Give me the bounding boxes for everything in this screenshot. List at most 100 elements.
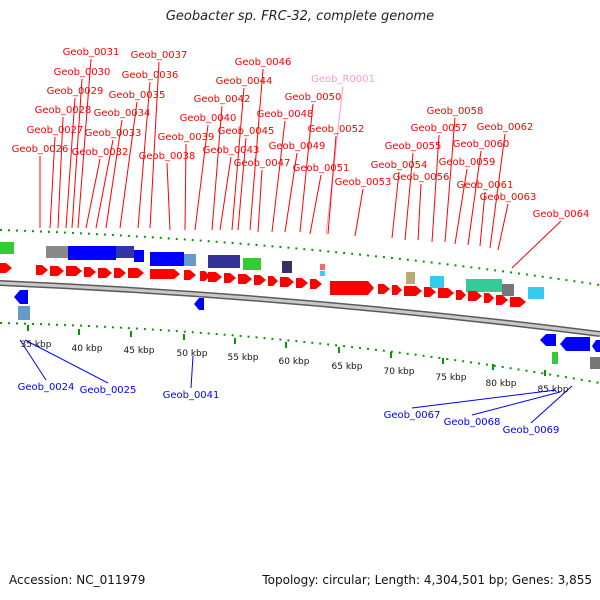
gene-label-Geob_0026[interactable]: Geob_0026 bbox=[12, 144, 69, 155]
reverse-gene-arrow[interactable] bbox=[194, 298, 204, 310]
gene-label-Geob_0036[interactable]: Geob_0036 bbox=[122, 70, 179, 81]
forward-gene-arrow[interactable] bbox=[66, 266, 82, 276]
gene-feature-block[interactable] bbox=[18, 306, 30, 320]
forward-gene-arrow[interactable] bbox=[36, 265, 48, 275]
forward-gene-arrow[interactable] bbox=[310, 279, 322, 289]
forward-gene-arrow[interactable] bbox=[496, 295, 508, 305]
gene-label-Geob_0052[interactable]: Geob_0052 bbox=[308, 124, 365, 135]
gene-label-Geob_0054[interactable]: Geob_0054 bbox=[371, 160, 428, 171]
gene-label-Geob_0040[interactable]: Geob_0040 bbox=[180, 113, 237, 124]
gene-label-Geob_0064[interactable]: Geob_0064 bbox=[533, 209, 590, 220]
gene-feature-block[interactable] bbox=[466, 279, 502, 292]
gene-label-Geob_0043[interactable]: Geob_0043 bbox=[203, 145, 260, 156]
forward-gene-arrow[interactable] bbox=[296, 278, 308, 288]
gene-label-Geob_0060[interactable]: Geob_0060 bbox=[453, 139, 510, 150]
gene-label-Geob_0038[interactable]: Geob_0038 bbox=[139, 151, 196, 162]
gene-feature-block[interactable] bbox=[320, 271, 325, 276]
gene-label-Geob_0031[interactable]: Geob_0031 bbox=[63, 47, 120, 58]
gene-label-Geob_0062[interactable]: Geob_0062 bbox=[477, 122, 534, 133]
forward-gene-arrow[interactable] bbox=[268, 276, 278, 286]
gene-label-Geob_0057[interactable]: Geob_0057 bbox=[411, 123, 468, 134]
gene-label-Geob_0033[interactable]: Geob_0033 bbox=[85, 128, 142, 139]
gene-label-Geob_0045[interactable]: Geob_0045 bbox=[218, 126, 275, 137]
forward-gene-arrow[interactable] bbox=[404, 286, 422, 296]
reverse-gene-arrow[interactable] bbox=[14, 290, 28, 304]
gene-label-Geob_0053[interactable]: Geob_0053 bbox=[335, 177, 392, 188]
gene-label-Geob_0025[interactable]: Geob_0025 bbox=[80, 385, 137, 396]
gene-feature-block[interactable] bbox=[406, 272, 415, 284]
reverse-gene-arrow[interactable] bbox=[592, 340, 600, 352]
gene-label-Geob_0030[interactable]: Geob_0030 bbox=[54, 67, 111, 78]
gene-feature-block[interactable] bbox=[116, 246, 134, 258]
forward-gene-arrow[interactable] bbox=[184, 270, 196, 280]
gene-label-Geob_R0001[interactable]: Geob_R0001 bbox=[311, 74, 375, 85]
gene-label-Geob_0049[interactable]: Geob_0049 bbox=[269, 141, 326, 152]
gene-label-Geob_0050[interactable]: Geob_0050 bbox=[285, 92, 342, 103]
gene-feature-block[interactable] bbox=[243, 258, 261, 270]
gene-label-Geob_0044[interactable]: Geob_0044 bbox=[216, 76, 273, 87]
gene-label-Geob_0063[interactable]: Geob_0063 bbox=[480, 192, 537, 203]
forward-gene-arrow[interactable] bbox=[456, 290, 466, 300]
forward-gene-arrow[interactable] bbox=[0, 263, 12, 273]
gene-label-Geob_0037[interactable]: Geob_0037 bbox=[131, 50, 188, 61]
forward-gene-arrow[interactable] bbox=[98, 268, 112, 278]
forward-gene-arrow[interactable] bbox=[438, 288, 454, 298]
forward-gene-arrow[interactable] bbox=[330, 281, 374, 295]
gene-label-Geob_0058[interactable]: Geob_0058 bbox=[427, 106, 484, 117]
gene-feature-block[interactable] bbox=[552, 352, 558, 364]
forward-gene-arrow[interactable] bbox=[208, 272, 222, 282]
gene-label-Geob_0042[interactable]: Geob_0042 bbox=[194, 94, 251, 105]
gene-label-Geob_0029[interactable]: Geob_0029 bbox=[47, 86, 104, 97]
forward-gene-arrow[interactable] bbox=[424, 287, 436, 297]
forward-gene-arrow[interactable] bbox=[238, 274, 252, 284]
gene-label-Geob_0051[interactable]: Geob_0051 bbox=[293, 163, 350, 174]
gene-feature-block[interactable] bbox=[430, 276, 444, 288]
gene-feature-block[interactable] bbox=[590, 357, 600, 369]
gene-label-Geob_0028[interactable]: Geob_0028 bbox=[35, 105, 92, 116]
gene-feature-block[interactable] bbox=[208, 255, 240, 268]
gene-feature-block[interactable] bbox=[528, 287, 544, 299]
forward-gene-arrow[interactable] bbox=[128, 268, 144, 278]
gene-label-Geob_0027[interactable]: Geob_0027 bbox=[27, 125, 84, 136]
forward-gene-arrow[interactable] bbox=[254, 275, 266, 285]
gene-feature-block[interactable] bbox=[502, 284, 514, 296]
gene-feature-block[interactable] bbox=[0, 242, 14, 254]
gene-feature-block[interactable] bbox=[282, 261, 292, 273]
gene-label-Geob_0055[interactable]: Geob_0055 bbox=[385, 141, 442, 152]
gene-label-Geob_0041[interactable]: Geob_0041 bbox=[163, 390, 220, 401]
forward-gene-arrow[interactable] bbox=[200, 271, 210, 281]
gene-feature-block[interactable] bbox=[150, 252, 184, 266]
gene-label-Geob_0024[interactable]: Geob_0024 bbox=[18, 382, 75, 393]
gene-feature-block[interactable] bbox=[46, 246, 68, 258]
forward-gene-arrow[interactable] bbox=[280, 277, 294, 287]
gene-label-Geob_0048[interactable]: Geob_0048 bbox=[257, 109, 314, 120]
forward-gene-arrow[interactable] bbox=[84, 267, 96, 277]
gene-label-Geob_0046[interactable]: Geob_0046 bbox=[235, 57, 292, 68]
gene-label-Geob_0067[interactable]: Geob_0067 bbox=[384, 410, 441, 421]
gene-feature-block[interactable] bbox=[68, 246, 116, 260]
gene-label-Geob_0061[interactable]: Geob_0061 bbox=[457, 180, 514, 191]
forward-gene-arrow[interactable] bbox=[510, 297, 526, 307]
forward-gene-arrow[interactable] bbox=[484, 293, 494, 303]
gene-label-Geob_0039[interactable]: Geob_0039 bbox=[158, 132, 215, 143]
gene-label-Geob_0068[interactable]: Geob_0068 bbox=[444, 417, 501, 428]
gene-label-Geob_0034[interactable]: Geob_0034 bbox=[94, 108, 151, 119]
gene-label-Geob_0069[interactable]: Geob_0069 bbox=[503, 425, 560, 436]
gene-feature-block[interactable] bbox=[320, 264, 325, 270]
gene-label-Geob_0035[interactable]: Geob_0035 bbox=[109, 90, 166, 101]
forward-gene-arrow[interactable] bbox=[150, 269, 180, 279]
gene-label-Geob_0047[interactable]: Geob_0047 bbox=[234, 158, 291, 169]
gene-label-Geob_0059[interactable]: Geob_0059 bbox=[439, 157, 496, 168]
forward-gene-arrow[interactable] bbox=[392, 285, 402, 295]
gene-feature-block[interactable] bbox=[184, 254, 196, 266]
reverse-gene-arrow[interactable] bbox=[540, 334, 556, 346]
gene-feature-block[interactable] bbox=[134, 250, 144, 262]
forward-gene-arrow[interactable] bbox=[378, 284, 390, 294]
forward-gene-arrow[interactable] bbox=[468, 291, 482, 301]
gene-label-Geob_0056[interactable]: Geob_0056 bbox=[393, 172, 450, 183]
gene-label-Geob_0032[interactable]: Geob_0032 bbox=[72, 147, 129, 158]
forward-gene-arrow[interactable] bbox=[50, 266, 64, 276]
forward-gene-arrow[interactable] bbox=[224, 273, 236, 283]
reverse-gene-arrow[interactable] bbox=[560, 337, 590, 351]
forward-gene-arrow[interactable] bbox=[114, 268, 126, 278]
